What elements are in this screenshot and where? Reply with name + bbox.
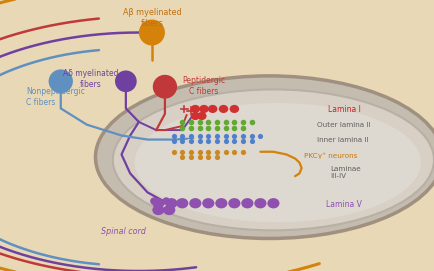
Point bbox=[231, 120, 238, 125]
Point bbox=[205, 155, 212, 159]
Ellipse shape bbox=[189, 198, 201, 208]
Text: Aδ myelinated
fibers: Aδ myelinated fibers bbox=[63, 69, 119, 89]
Ellipse shape bbox=[163, 205, 175, 215]
Point bbox=[187, 126, 194, 130]
Point bbox=[240, 133, 247, 138]
Ellipse shape bbox=[176, 198, 188, 208]
Point bbox=[222, 120, 229, 125]
Point bbox=[214, 155, 220, 159]
Text: Inner lamina II: Inner lamina II bbox=[317, 137, 368, 143]
Ellipse shape bbox=[215, 198, 227, 208]
Point bbox=[205, 139, 212, 143]
Ellipse shape bbox=[152, 198, 164, 208]
Text: Outer lamina II: Outer lamina II bbox=[317, 122, 371, 128]
Ellipse shape bbox=[267, 198, 279, 208]
Text: Peptidergic
C fibers: Peptidergic C fibers bbox=[182, 76, 226, 96]
Ellipse shape bbox=[241, 198, 253, 208]
Point bbox=[222, 133, 229, 138]
Point bbox=[196, 155, 203, 159]
Ellipse shape bbox=[197, 112, 207, 120]
Point bbox=[240, 139, 247, 143]
Point bbox=[179, 133, 186, 138]
Point bbox=[248, 139, 255, 143]
Point bbox=[170, 139, 177, 143]
Point bbox=[196, 120, 203, 125]
Point bbox=[170, 133, 177, 138]
Point bbox=[214, 126, 220, 130]
Ellipse shape bbox=[113, 89, 434, 230]
Point bbox=[187, 120, 194, 125]
Text: Spinal cord: Spinal cord bbox=[101, 227, 146, 236]
Text: Laminae
III-IV: Laminae III-IV bbox=[330, 166, 361, 179]
Text: Nonpeptidergic
C fibers: Nonpeptidergic C fibers bbox=[26, 87, 85, 107]
Point bbox=[205, 150, 212, 154]
Ellipse shape bbox=[135, 103, 421, 222]
Point bbox=[214, 120, 220, 125]
Point bbox=[214, 133, 220, 138]
Ellipse shape bbox=[219, 105, 228, 113]
Ellipse shape bbox=[208, 105, 217, 113]
Point bbox=[179, 150, 186, 154]
Point bbox=[196, 139, 203, 143]
Ellipse shape bbox=[115, 70, 137, 92]
Ellipse shape bbox=[230, 105, 239, 113]
Point bbox=[187, 133, 194, 138]
Point bbox=[257, 133, 264, 138]
Point bbox=[231, 126, 238, 130]
Ellipse shape bbox=[139, 20, 165, 46]
Ellipse shape bbox=[152, 205, 164, 215]
Point bbox=[205, 120, 212, 125]
Point bbox=[187, 139, 194, 143]
Point bbox=[196, 133, 203, 138]
Point bbox=[214, 150, 220, 154]
Point bbox=[240, 150, 247, 154]
Ellipse shape bbox=[254, 198, 266, 208]
Point bbox=[248, 133, 255, 138]
Text: Lamina I: Lamina I bbox=[328, 105, 361, 114]
Point bbox=[231, 150, 238, 154]
Point bbox=[179, 155, 186, 159]
Point bbox=[240, 126, 247, 130]
Ellipse shape bbox=[153, 75, 177, 99]
Ellipse shape bbox=[165, 198, 178, 208]
Point bbox=[222, 126, 229, 130]
Point bbox=[205, 126, 212, 130]
Ellipse shape bbox=[202, 198, 214, 208]
Point bbox=[196, 150, 203, 154]
Point bbox=[231, 133, 238, 138]
Ellipse shape bbox=[199, 105, 209, 113]
Point bbox=[240, 120, 247, 125]
Point bbox=[179, 139, 186, 143]
Ellipse shape bbox=[191, 112, 200, 120]
Ellipse shape bbox=[228, 198, 240, 208]
Text: Lamina V: Lamina V bbox=[326, 200, 362, 209]
Ellipse shape bbox=[191, 105, 200, 113]
Point bbox=[170, 150, 177, 154]
Point bbox=[205, 133, 212, 138]
Point bbox=[187, 150, 194, 154]
Point bbox=[187, 155, 194, 159]
Point bbox=[196, 126, 203, 130]
Point bbox=[222, 150, 229, 154]
Text: PKCγ⁺ neurons: PKCγ⁺ neurons bbox=[304, 153, 357, 159]
Ellipse shape bbox=[162, 197, 170, 205]
Ellipse shape bbox=[49, 69, 73, 93]
Ellipse shape bbox=[95, 76, 434, 238]
Point bbox=[222, 139, 229, 143]
Point bbox=[248, 120, 255, 125]
Point bbox=[179, 126, 186, 130]
Ellipse shape bbox=[150, 197, 158, 205]
Point bbox=[214, 139, 220, 143]
Point bbox=[179, 120, 186, 125]
Text: Aβ myelinated
fibers: Aβ myelinated fibers bbox=[122, 8, 181, 28]
Point bbox=[231, 139, 238, 143]
